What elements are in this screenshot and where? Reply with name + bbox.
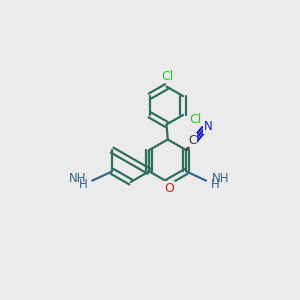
Text: H: H xyxy=(79,178,88,191)
Text: Cl: Cl xyxy=(190,113,202,126)
Text: O: O xyxy=(165,182,175,195)
Text: NH: NH xyxy=(212,172,229,185)
Text: Cl: Cl xyxy=(161,70,173,83)
Text: N: N xyxy=(204,120,212,133)
Text: NH: NH xyxy=(69,172,87,185)
Text: H: H xyxy=(210,178,219,191)
Text: C: C xyxy=(188,134,197,147)
